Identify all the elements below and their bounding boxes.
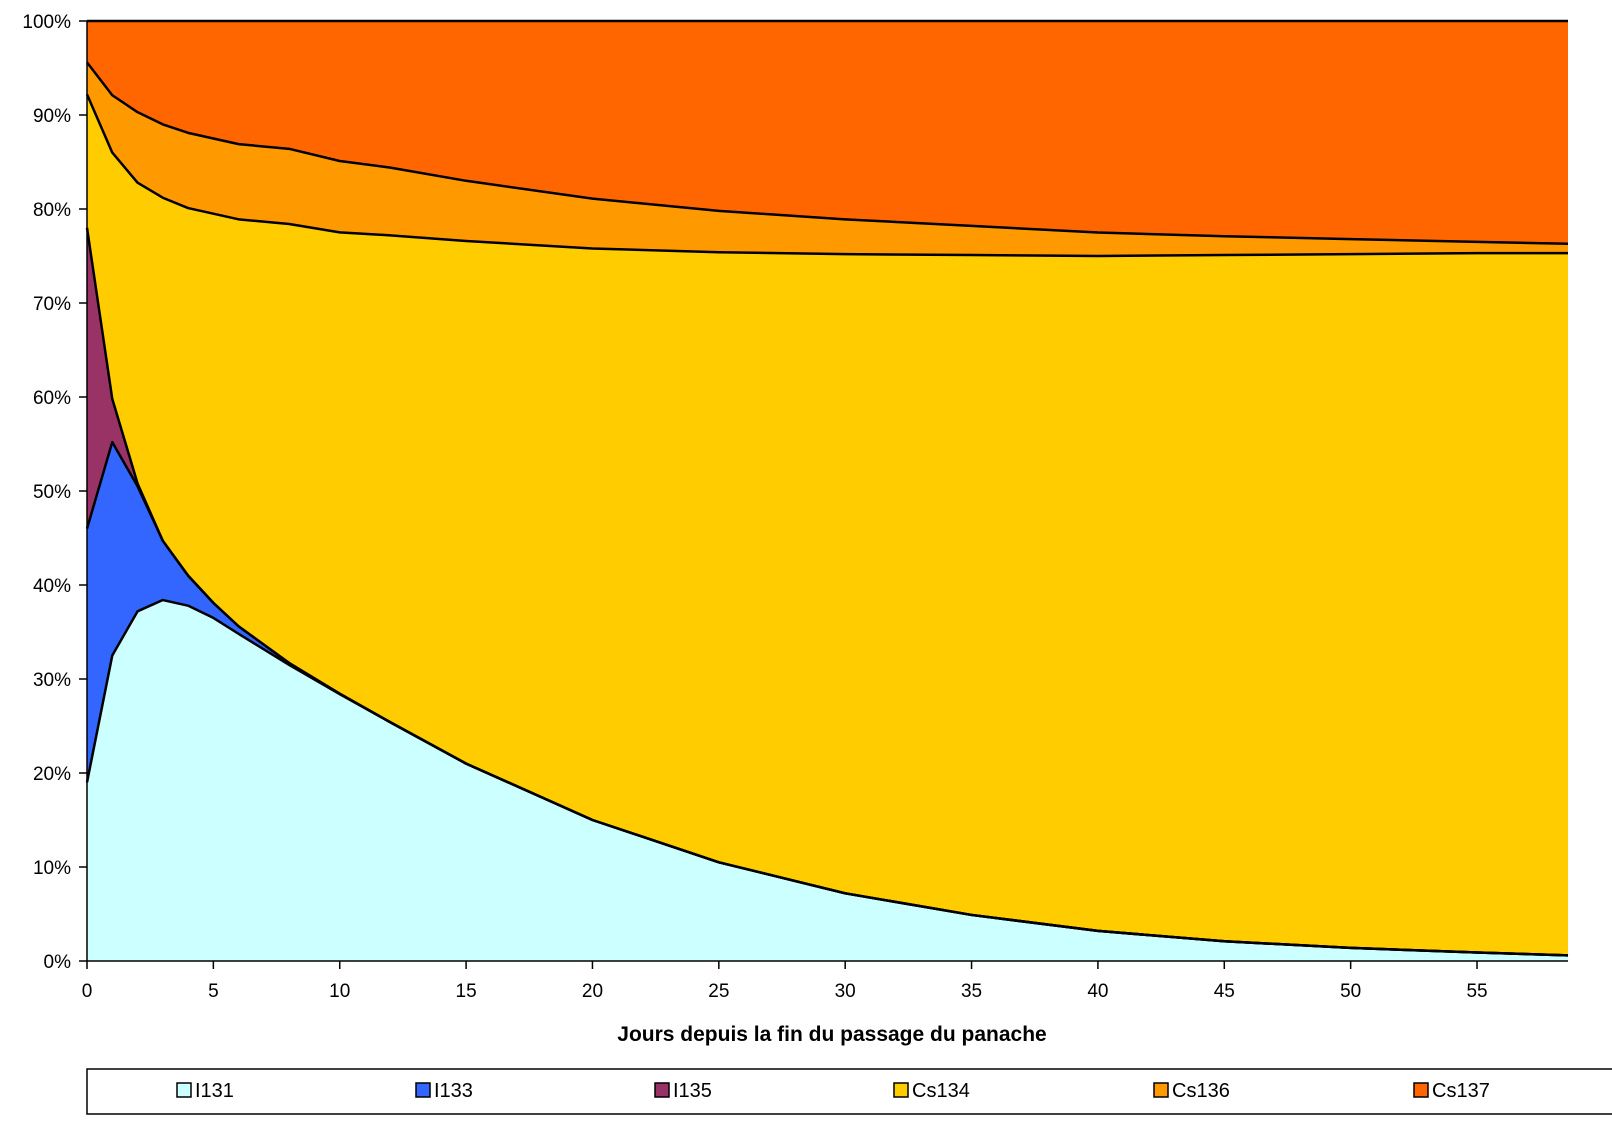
y-tick-label: 40% bbox=[33, 576, 71, 597]
legend: I131 I133 I135 Cs134 Cs136 Cs137 bbox=[86, 1068, 1612, 1115]
y-tick-label: 30% bbox=[33, 670, 71, 691]
y-tick-label: 90% bbox=[33, 106, 71, 127]
x-tick-label: 30 bbox=[835, 981, 856, 1002]
legend-box bbox=[86, 1068, 1612, 1115]
legend-label-cs134: Cs134 bbox=[912, 1080, 970, 1102]
x-tick-label: 55 bbox=[1466, 981, 1487, 1002]
legend-swatch-i131 bbox=[176, 1082, 192, 1098]
x-tick-label: 20 bbox=[582, 981, 603, 1002]
legend-swatch-cs136 bbox=[1153, 1082, 1169, 1098]
x-tick-label: 10 bbox=[329, 981, 350, 1002]
x-axis-title: Jours depuis la fin du passage du panach… bbox=[617, 1023, 1046, 1046]
legend-label-i135: I135 bbox=[673, 1080, 712, 1102]
area-i131 bbox=[87, 600, 1568, 961]
boundary-lines-layer bbox=[85, 19, 1569, 957]
x-tick-label: 15 bbox=[456, 981, 477, 1002]
x-tick-label: 40 bbox=[1087, 981, 1108, 1002]
x-tick-label: 5 bbox=[208, 981, 219, 1002]
y-tick-label: 60% bbox=[33, 388, 71, 409]
legend-swatch-cs134 bbox=[893, 1082, 909, 1098]
y-tick-label: 80% bbox=[33, 200, 71, 221]
x-tick-label: 25 bbox=[708, 981, 729, 1002]
x-tick-label: 35 bbox=[961, 981, 982, 1002]
x-tick-label: 50 bbox=[1340, 981, 1361, 1002]
area-cs136 bbox=[87, 62, 1568, 256]
legend-label-cs137: Cs137 bbox=[1432, 1080, 1490, 1102]
boundary-line-i135 bbox=[85, 227, 1569, 957]
y-tick-label: 0% bbox=[44, 952, 72, 973]
y-tick-label: 10% bbox=[33, 858, 71, 879]
x-tick-label: 45 bbox=[1214, 981, 1235, 1002]
areas-layer bbox=[87, 21, 1568, 961]
y-tick-label: 50% bbox=[33, 482, 71, 503]
legend-label-i131: I131 bbox=[195, 1080, 234, 1102]
legend-label-cs136: Cs136 bbox=[1172, 1080, 1230, 1102]
y-tick-label: 100% bbox=[22, 12, 71, 33]
y-tick-label: 20% bbox=[33, 764, 71, 785]
legend-swatch-cs137 bbox=[1413, 1082, 1429, 1098]
y-tick-label: 70% bbox=[33, 294, 71, 315]
boundary-line-cs136 bbox=[86, 61, 1569, 246]
ticks-layer: 0% 10% 20% 30% 40% 50% 60% 70% 80% 90% 100% 0 5 10 15 2… bbox=[22, 12, 1487, 1002]
boundary-line-cs134 bbox=[85, 93, 1568, 258]
legend-label-i133: I133 bbox=[434, 1080, 473, 1102]
legend-swatch-i135 bbox=[654, 1082, 670, 1098]
x-tick-label: 0 bbox=[82, 981, 93, 1002]
legend-swatch-i133 bbox=[415, 1082, 431, 1098]
area-cs134 bbox=[87, 94, 1568, 956]
area-cs137 bbox=[87, 21, 1568, 244]
